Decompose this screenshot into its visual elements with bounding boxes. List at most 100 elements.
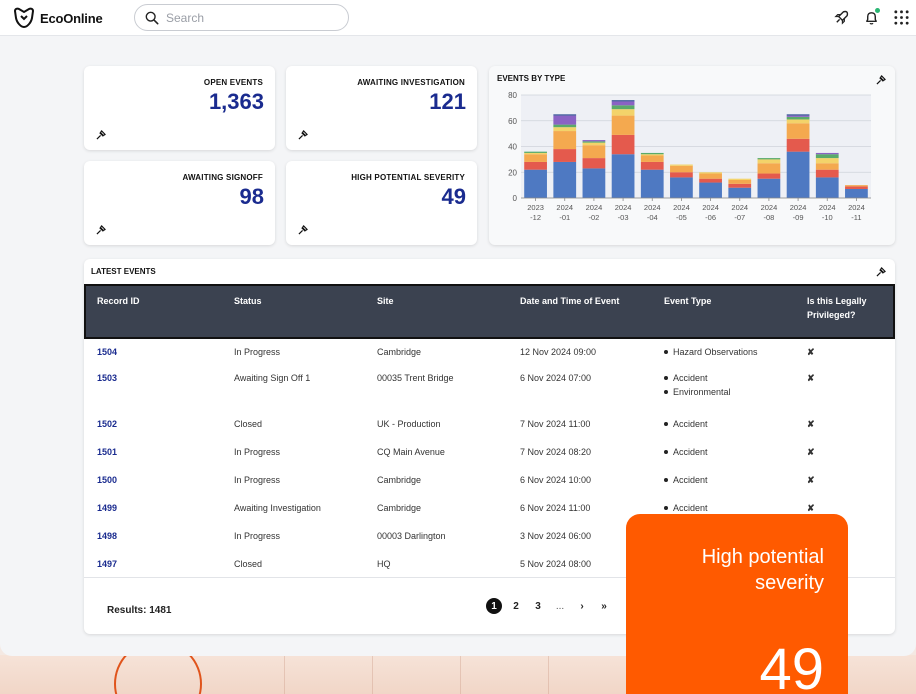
record-id-link[interactable]: 1499 [97, 503, 118, 513]
kpi-value: 98 [239, 184, 264, 209]
record-id-link[interactable]: 1498 [97, 531, 118, 541]
bar-segment-2024-10-s2 [815, 163, 839, 170]
x-tick-label-year: 2024 [761, 203, 778, 212]
bar-segment-2024-05-s0 [670, 177, 693, 198]
date-cell: 5 Nov 2024 08:00 [520, 559, 592, 569]
event-type-cell: Accident Environmental [662, 371, 731, 399]
date-cell: 6 Nov 2024 10:00 [520, 475, 592, 485]
x-tick-label-month: -08 [763, 213, 774, 222]
kpi-value: 121 [429, 89, 466, 114]
record-id-link[interactable]: 1501 [97, 447, 118, 457]
bar-segment-2024-04-s0 [640, 169, 664, 198]
record-id-link[interactable]: 1504 [97, 347, 118, 357]
event-type-item: Hazard Observations [662, 345, 758, 359]
record-id-link[interactable]: 1503 [97, 373, 118, 383]
y-tick-label: 0 [513, 194, 518, 203]
event-type-item: Accident [662, 371, 731, 385]
pagination: 1 2 3 ... › » [486, 598, 612, 614]
pin-icon[interactable] [96, 129, 107, 140]
x-tick-label-year: 2024 [673, 203, 690, 212]
record-id-link[interactable]: 1502 [97, 419, 118, 429]
x-tick-label-year: 2024 [731, 203, 748, 212]
pin-icon[interactable] [298, 129, 309, 140]
bar-segment-2024-09-s1 [786, 138, 810, 152]
callout-label: High potential severity [701, 546, 824, 594]
bar-segment-2024-03-s6 [611, 100, 635, 102]
kpi-card-open-events[interactable]: OPEN EVENTS 1,363 [84, 66, 275, 150]
bar-segment-2024-09-s6 [786, 114, 810, 116]
status-cell: In Progress [234, 475, 281, 485]
x-tick-label-month: -03 [618, 213, 629, 222]
pin-icon[interactable] [876, 74, 887, 85]
bar-segment-2024-10-s0 [815, 177, 839, 198]
x-tick-label-year: 2023 [527, 203, 544, 212]
site-cell: Cambridge [377, 503, 422, 513]
bar-segment-2024-08-s3 [757, 159, 781, 164]
kpi-card-awaiting-investigation[interactable]: AWAITING INVESTIGATION 121 [286, 66, 477, 150]
kpi-card-high-potential-severity[interactable]: HIGH POTENTIAL SEVERITY 49 [286, 161, 477, 245]
site-cell: 00003 Darlington [377, 531, 446, 541]
x-tick-label-month: -07 [734, 213, 745, 222]
column-header-record-id[interactable]: Record ID [97, 296, 140, 306]
bar-segment-2023-12-s3 [524, 152, 547, 155]
next-page-icon[interactable]: › [580, 600, 584, 612]
column-header-site[interactable]: Site [377, 296, 394, 306]
x-tick-label-year: 2024 [702, 203, 719, 212]
bar-segment-2024-10-s3 [815, 158, 839, 164]
y-tick-label: 60 [508, 117, 517, 126]
bar-segment-2024-09-s3 [786, 119, 810, 124]
kpi-card-awaiting-signoff[interactable]: AWAITING SIGNOFF 98 [84, 161, 275, 245]
last-page-icon[interactable]: » [601, 600, 607, 612]
bar-segment-2024-05-s1 [670, 172, 693, 178]
bar-segment-2024-01-s1 [553, 149, 577, 162]
column-header-legally-privileged[interactable]: Is this Legally Privileged? [807, 296, 867, 320]
results-count: Results: 1481 [107, 605, 172, 616]
privileged-cross-icon: ✘ [807, 503, 815, 513]
page-2-button[interactable]: 2 [513, 600, 519, 612]
bar-segment-2024-11-s2 [845, 185, 868, 187]
bar-segment-2024-04-s1 [640, 161, 664, 170]
column-header-date[interactable]: Date and Time of Event [520, 296, 620, 306]
site-cell: CQ Main Avenue [377, 447, 445, 457]
notification-bell-icon[interactable] [862, 8, 880, 26]
privileged-cross-icon: ✘ [807, 373, 815, 383]
pin-icon[interactable] [298, 224, 309, 235]
event-type-item: Accident [662, 501, 708, 515]
app-grid-icon[interactable] [892, 8, 910, 26]
rocket-icon[interactable] [832, 8, 850, 26]
pin-icon[interactable] [96, 224, 107, 235]
site-cell: UK - Production [377, 419, 441, 429]
record-id-link[interactable]: 1500 [97, 475, 118, 485]
status-cell: Awaiting Sign Off 1 [234, 373, 311, 383]
event-type-cell: Accident [662, 417, 708, 431]
bar-segment-2024-09-s2 [786, 123, 810, 139]
x-tick-label-year: 2024 [790, 203, 807, 212]
date-cell: 7 Nov 2024 08:20 [520, 447, 592, 457]
bar-segment-2024-09-s4 [786, 116, 810, 120]
brand-name: EcoOnline [40, 10, 103, 26]
search-input[interactable] [166, 10, 336, 25]
search-box[interactable] [134, 4, 349, 31]
high-potential-severity-callout: High potential severity 49 [626, 514, 848, 694]
record-id-link[interactable]: 1497 [97, 559, 118, 569]
table-divider [84, 577, 895, 578]
bar-segment-2024-04-s3 [640, 154, 664, 156]
x-tick-label-year: 2024 [819, 203, 836, 212]
kpi-label: AWAITING SIGNOFF [182, 173, 263, 182]
event-type-cell: Accident [662, 501, 708, 515]
page-3-button[interactable]: 3 [535, 600, 541, 612]
brand-logo[interactable]: EcoOnline [12, 6, 103, 30]
column-header-status[interactable]: Status [234, 296, 262, 306]
page-1-button[interactable]: 1 [486, 598, 502, 614]
site-cell: 00035 Trent Bridge [377, 373, 454, 383]
bar-segment-2024-02-s4 [582, 141, 606, 143]
pin-icon[interactable] [876, 266, 887, 277]
status-cell: Closed [234, 419, 263, 429]
search-icon [145, 11, 159, 24]
bar-segment-2024-08-s2 [757, 163, 781, 174]
bar-segment-2024-11-s0 [845, 188, 868, 198]
column-header-event-type[interactable]: Event Type [664, 296, 712, 306]
bar-segment-2024-07-s2 [728, 179, 752, 184]
ecoonline-logo-icon [13, 7, 35, 29]
x-tick-label-year: 2024 [586, 203, 603, 212]
